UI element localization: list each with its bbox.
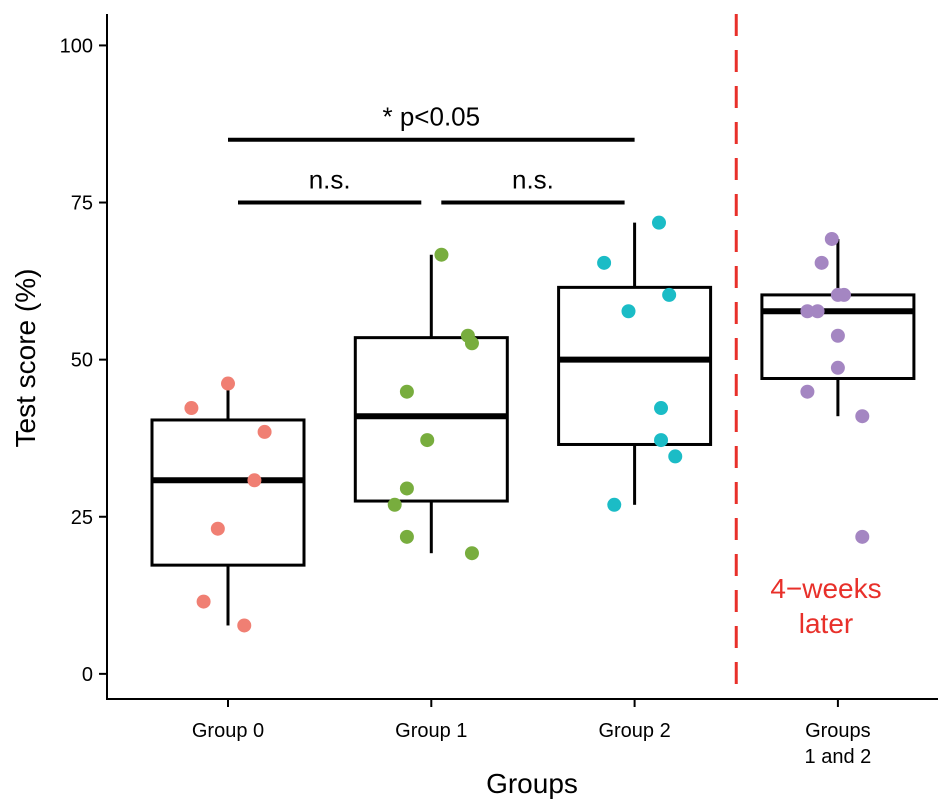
data-point <box>399 529 414 544</box>
y-tick-label: 100 <box>60 35 93 57</box>
divider-label: later <box>799 608 853 639</box>
data-point <box>221 376 235 391</box>
x-tick-label: Group 0 <box>192 720 264 742</box>
data-point <box>830 360 845 375</box>
data-point <box>621 304 636 319</box>
data-point <box>662 287 677 302</box>
y-tick-label: 75 <box>71 193 93 215</box>
x-tick-label: Groups <box>805 720 871 742</box>
data-point <box>387 497 402 512</box>
data-point <box>464 546 479 561</box>
y-axis-title: Test score (%) <box>10 269 41 448</box>
significance-label: n.s. <box>512 165 554 195</box>
data-point <box>597 255 612 270</box>
data-point <box>651 215 666 230</box>
data-point <box>824 231 839 246</box>
y-tick-label: 25 <box>71 507 93 529</box>
data-point <box>399 384 414 399</box>
divider-label: 4−weeks <box>770 573 881 604</box>
data-point <box>196 594 211 609</box>
data-point <box>814 255 829 270</box>
data-point <box>800 304 815 319</box>
significance-label: * p<0.05 <box>383 102 481 132</box>
x-tick-label: Group 1 <box>395 720 467 742</box>
significance-label: n.s. <box>309 165 351 195</box>
data-point <box>855 409 870 424</box>
data-point <box>420 433 435 448</box>
data-point <box>830 328 845 343</box>
data-point <box>607 497 622 512</box>
x-axis-title: Groups <box>486 768 578 799</box>
x-tick-label: 1 and 2 <box>805 746 872 768</box>
box <box>353 336 509 503</box>
data-point <box>855 529 870 544</box>
data-point <box>237 618 252 633</box>
y-tick-label: 0 <box>82 664 93 686</box>
x-tick-label: Group 2 <box>598 720 670 742</box>
data-point <box>464 336 479 351</box>
data-point <box>257 424 272 439</box>
data-point <box>210 521 225 536</box>
data-point <box>800 384 815 399</box>
data-point <box>654 433 669 448</box>
data-point <box>247 473 262 488</box>
data-point <box>654 401 669 416</box>
data-point <box>399 481 414 496</box>
data-point <box>668 449 683 464</box>
data-point <box>434 247 449 262</box>
data-point <box>184 401 199 416</box>
y-tick-label: 50 <box>71 350 93 372</box>
box <box>150 418 306 567</box>
data-point <box>810 304 825 319</box>
data-point <box>836 287 851 302</box>
